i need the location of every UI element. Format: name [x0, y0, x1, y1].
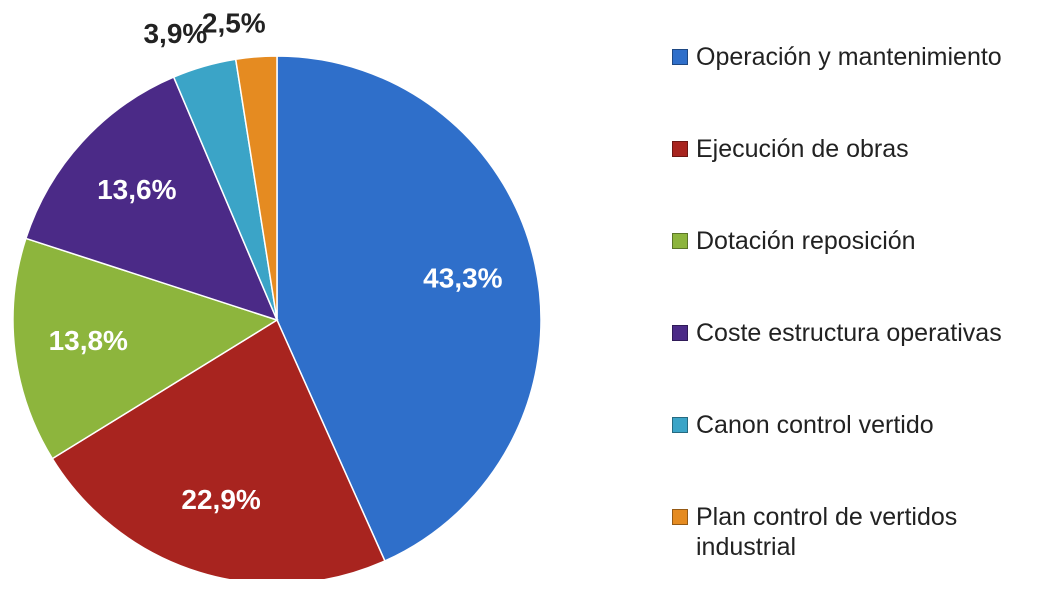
- legend-swatch: [672, 141, 688, 157]
- legend-label: Dotación reposición: [696, 227, 916, 255]
- legend-swatch: [672, 325, 688, 341]
- legend-swatch: [672, 417, 688, 433]
- pie-slice: [234, 55, 278, 321]
- legend-label: Canon control vertido: [696, 411, 934, 439]
- pie-slice: [24, 76, 279, 322]
- data-label: 3,9%: [143, 18, 207, 49]
- legend-swatch: [672, 49, 688, 65]
- page: 43,3% 22,9% 13,8% 13,6% 3,9% 2,5% Operación y…: [12, 7, 1002, 579]
- legend-item: Plan control de vertidos industrial: [672, 502, 1012, 594]
- pie-slice: [12, 237, 279, 460]
- legend-swatch: [672, 233, 688, 249]
- data-label: 2,5%: [202, 8, 266, 39]
- legend-label: Coste estructura operativas: [696, 319, 1002, 347]
- legend-label: Ejecución de obras: [696, 135, 909, 163]
- data-label: 43,3%: [423, 263, 502, 294]
- pie-slice: [51, 318, 386, 579]
- data-label: 13,6%: [97, 174, 176, 205]
- data-label: 22,9%: [181, 484, 260, 515]
- pie-slice: [276, 55, 542, 562]
- legend-item: Dotación reposición: [672, 226, 1012, 318]
- legend-label: Operación y mantenimiento: [696, 43, 1002, 71]
- legend-item: Operación y mantenimiento: [672, 42, 1012, 134]
- legend: Operación y mantenimiento Ejecución de ob…: [672, 42, 1012, 594]
- legend-item: Coste estructura operativas: [672, 318, 1012, 410]
- data-label: 13,8%: [49, 325, 128, 356]
- legend-item: Canon control vertido: [672, 410, 1012, 502]
- legend-swatch: [672, 509, 688, 525]
- legend-item: Ejecución de obras: [672, 134, 1012, 226]
- legend-label: Plan control de vertidos industrial: [696, 503, 958, 561]
- chart: 43,3% 22,9% 13,8% 13,6% 3,9%2,5%: [12, 8, 542, 579]
